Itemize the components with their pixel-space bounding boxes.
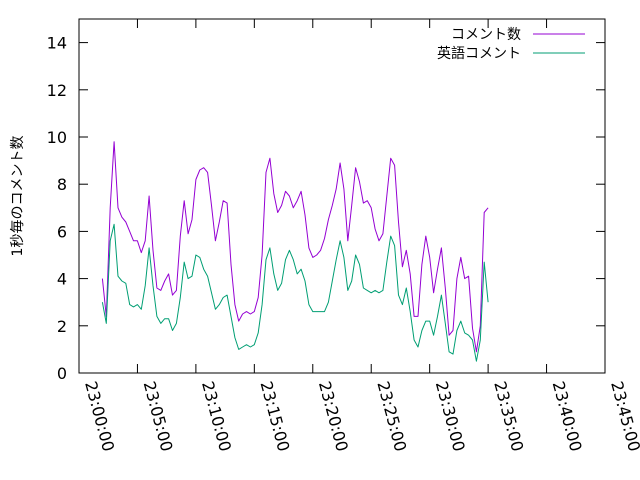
legend-label-comments: コメント数 — [451, 27, 521, 43]
series-layer — [101, 141, 489, 362]
y-tick-label: 10 — [47, 128, 67, 147]
y-axis-label: 1秒毎のコメント数 — [10, 136, 26, 257]
legend-label-english-comments: 英語コメント — [437, 45, 521, 62]
y-tick-label: 6 — [57, 222, 67, 241]
y-tick-label: 0 — [57, 364, 67, 383]
y-tick-label: 14 — [47, 34, 67, 53]
series-line-comments — [101, 141, 489, 353]
plot-frame — [78, 18, 606, 374]
y-tick-label: 12 — [47, 81, 67, 100]
y-tick-label: 2 — [57, 317, 67, 336]
series-line-english-comments — [101, 223, 489, 362]
legend: コメント数 英語コメント — [437, 27, 585, 62]
y-tick-label: 4 — [57, 270, 67, 289]
y-tick-label: 8 — [57, 175, 67, 194]
